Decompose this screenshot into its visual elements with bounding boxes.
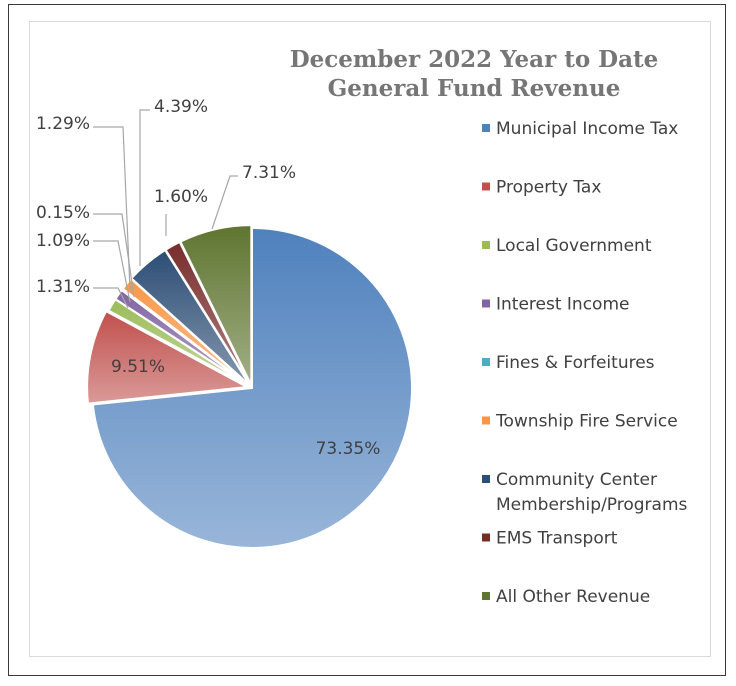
- data-labels: 73.35% 9.51% 1.31% 1.09% 0.15% 1.29% 4.39% 1.60…: [36, 97, 380, 459]
- legend-swatch: [482, 592, 490, 600]
- legend-label: Community Center: [496, 470, 657, 490]
- legend-label: Municipal Income Tax: [496, 119, 678, 139]
- legend-item-property-tax: Property Tax: [482, 178, 601, 198]
- leader-line-fines-forfeitures: [93, 213, 135, 298]
- chart-title: December 2022 Year to Date General Fund …: [290, 46, 659, 102]
- legend-item-municipal-income-tax: Municipal Income Tax: [482, 119, 678, 139]
- data-label-all-other-revenue: 7.31%: [242, 163, 296, 183]
- data-label-property-tax: 9.51%: [111, 357, 165, 377]
- data-label-local-government: 1.31%: [36, 277, 90, 297]
- legend-item-fines-forfeitures: Fines & Forfeitures: [482, 353, 655, 373]
- pie-slice-property-tax: [86, 309, 251, 405]
- legend: Municipal Income Tax Property Tax Local Go…: [482, 119, 688, 607]
- legend-swatch: [482, 124, 490, 132]
- leader-line-community-center-membership-programs: [139, 109, 150, 266]
- legend-label: EMS Transport: [496, 529, 618, 549]
- leader-line-interest-income: [93, 240, 131, 303]
- legend-label: Property Tax: [496, 178, 601, 198]
- legend-swatch: [482, 416, 490, 425]
- legend-item-township-fire-service: Township Fire Service: [482, 412, 678, 432]
- data-label-fines-forfeitures: 0.15%: [36, 203, 90, 223]
- chart-frame: December 2022 Year to Date General Fund …: [8, 4, 726, 676]
- data-label-ems-transport: 1.60%: [154, 187, 208, 207]
- legend-label: Local Government: [496, 236, 652, 256]
- legend-label: Interest Income: [496, 295, 629, 315]
- chart-title-line-2: General Fund Revenue: [328, 75, 621, 102]
- chart-area: December 2022 Year to Date General Fund …: [29, 21, 711, 657]
- legend-swatch: [482, 358, 490, 366]
- leader-line-all-other-revenue: [211, 175, 238, 230]
- data-label-interest-income: 1.09%: [36, 231, 90, 251]
- pie-slice-municipal-income-tax: [91, 226, 413, 549]
- data-label-community-center-membership-programs: 4.39%: [154, 97, 208, 117]
- leader-line-local-government: [93, 287, 129, 309]
- chart-title-line-1: December 2022 Year to Date: [290, 46, 659, 73]
- legend-label: Fines & Forfeitures: [496, 353, 655, 373]
- legend-swatch: [482, 299, 490, 308]
- pie-slices: [86, 224, 413, 549]
- legend-label: Township Fire Service: [495, 412, 678, 432]
- legend-item-all-other-revenue: All Other Revenue: [482, 587, 650, 607]
- leader-lines: [93, 109, 238, 309]
- legend-label: All Other Revenue: [496, 587, 650, 607]
- legend-item-ems-transport: EMS Transport: [482, 529, 618, 549]
- data-label-township-fire-service: 1.29%: [36, 114, 90, 134]
- leader-line-township-fire-service: [93, 126, 131, 291]
- legend-swatch: [482, 475, 490, 483]
- legend-item-community-center-membership-programs: Community Center Membership/Programs: [482, 470, 688, 515]
- pie-chart: December 2022 Year to Date General Fund …: [36, 46, 688, 607]
- legend-item-interest-income: Interest Income: [482, 295, 629, 315]
- pie-slice-all-other-revenue: [179, 224, 253, 386]
- legend-swatch: [482, 533, 490, 542]
- legend-swatch: [482, 241, 490, 249]
- legend-item-local-government: Local Government: [482, 236, 652, 256]
- legend-swatch: [482, 182, 490, 191]
- data-label-municipal-income-tax: 73.35%: [316, 439, 381, 459]
- legend-label: Membership/Programs: [496, 495, 688, 515]
